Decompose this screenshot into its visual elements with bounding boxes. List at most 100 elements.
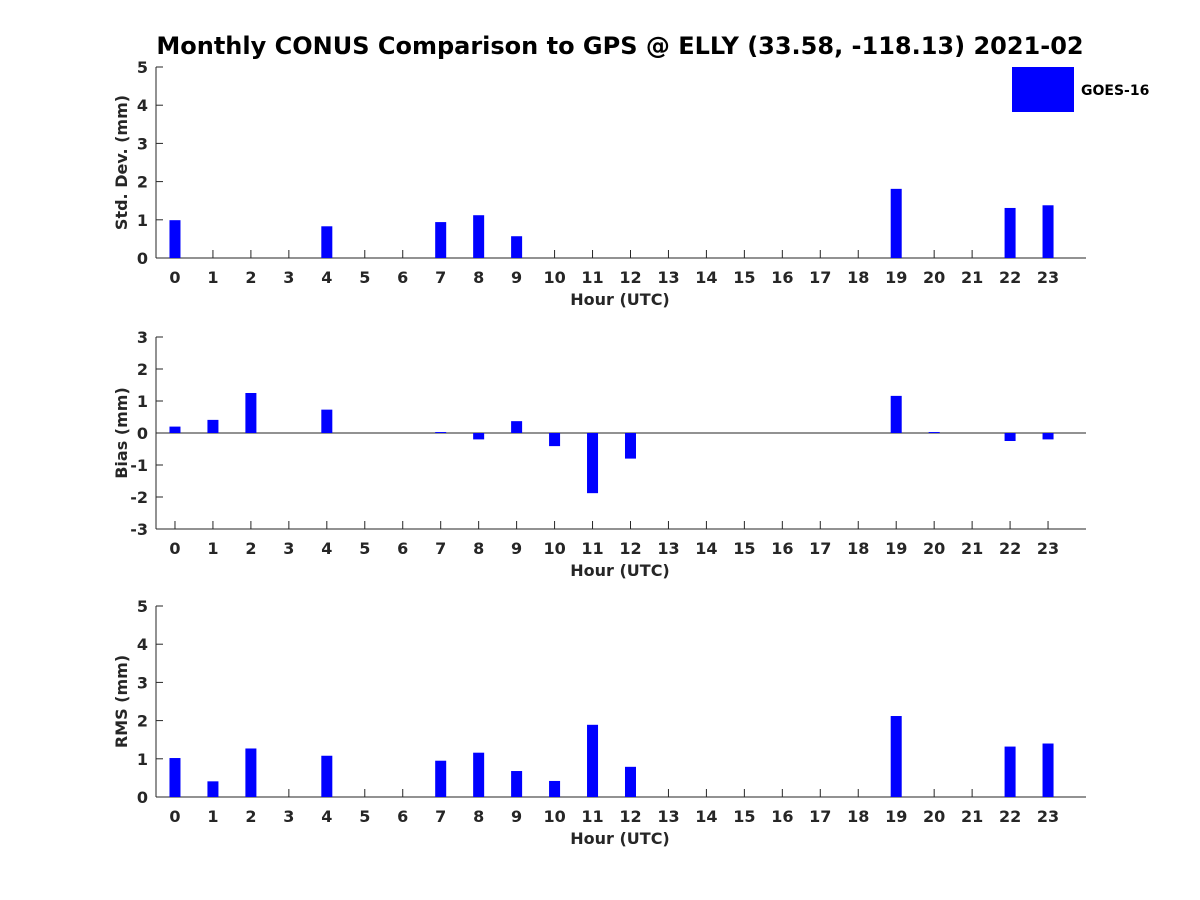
x-tick-label: 19 xyxy=(885,539,907,558)
bar-rms-hour-7 xyxy=(435,760,447,797)
x-tick-label: 0 xyxy=(169,807,180,826)
x-tick-label: 10 xyxy=(543,807,565,826)
x-tick-label: 7 xyxy=(435,539,446,558)
bar-bias-hour-22 xyxy=(1004,433,1016,441)
bar-rms-hour-19 xyxy=(890,716,902,797)
bar-std-dev-hour-19 xyxy=(890,188,902,258)
bar-bias-hour-19 xyxy=(890,395,902,433)
bar-std-dev-hour-8 xyxy=(473,215,485,258)
x-tick-label: 7 xyxy=(435,807,446,826)
x-tick-label: 13 xyxy=(657,268,679,287)
y-tick-label: 0 xyxy=(137,424,148,443)
y-tick-label: 5 xyxy=(137,58,148,77)
bar-rms-hour-9 xyxy=(511,771,523,797)
x-tick-label: 22 xyxy=(999,807,1021,826)
legend-label-goes-16: GOES-16 xyxy=(1081,83,1149,99)
x-tick-label: 14 xyxy=(695,807,717,826)
chart-title: Monthly CONUS Comparison to GPS @ ELLY (… xyxy=(156,32,1083,60)
x-tick-label: 1 xyxy=(207,807,218,826)
x-tick-label: 5 xyxy=(359,807,370,826)
x-tick-label: 13 xyxy=(657,807,679,826)
x-tick-label: 6 xyxy=(397,268,408,287)
y-tick-label: 2 xyxy=(137,712,148,731)
x-tick-label: 20 xyxy=(923,268,945,287)
bar-rms-hour-12 xyxy=(624,766,636,797)
x-tick-label: 9 xyxy=(511,807,522,826)
x-tick-label: 2 xyxy=(245,539,256,558)
bar-bias-hour-10 xyxy=(549,433,561,447)
y-axis-label: Std. Dev. (mm) xyxy=(112,95,131,230)
x-tick-label: 21 xyxy=(961,539,983,558)
bar-bias-hour-7 xyxy=(435,432,447,433)
x-tick-label: 3 xyxy=(283,807,294,826)
x-tick-label: 6 xyxy=(397,807,408,826)
y-tick-label: 3 xyxy=(137,673,148,692)
bar-std-dev-hour-0 xyxy=(169,220,181,258)
x-tick-label: 5 xyxy=(359,268,370,287)
x-tick-label: 2 xyxy=(245,807,256,826)
x-tick-label: 8 xyxy=(473,268,484,287)
x-tick-label: 16 xyxy=(771,539,793,558)
bar-bias-hour-1 xyxy=(207,419,219,433)
x-tick-label: 7 xyxy=(435,268,446,287)
bar-bias-hour-8 xyxy=(473,433,485,440)
bar-bias-hour-12 xyxy=(624,433,636,459)
y-tick-label: 1 xyxy=(137,211,148,230)
bar-bias-hour-9 xyxy=(511,421,523,433)
y-tick-label: 0 xyxy=(137,788,148,807)
bar-std-dev-hour-7 xyxy=(435,222,447,258)
x-tick-label: 11 xyxy=(581,268,603,287)
x-tick-label: 12 xyxy=(619,807,641,826)
bar-rms-hour-4 xyxy=(321,755,333,797)
x-tick-label: 20 xyxy=(923,539,945,558)
bar-bias-hour-4 xyxy=(321,409,333,433)
bar-rms-hour-8 xyxy=(473,752,485,797)
y-tick-label: 4 xyxy=(137,635,148,654)
y-tick-label: 3 xyxy=(137,328,148,347)
x-tick-label: 23 xyxy=(1037,268,1059,287)
x-tick-label: 3 xyxy=(283,268,294,287)
bar-rms-hour-22 xyxy=(1004,746,1016,797)
x-tick-label: 0 xyxy=(169,539,180,558)
y-tick-label: -3 xyxy=(130,520,148,539)
x-tick-label: 6 xyxy=(397,539,408,558)
x-tick-label: 15 xyxy=(733,807,755,826)
x-axis-label: Hour (UTC) xyxy=(570,561,670,580)
y-tick-label: 0 xyxy=(137,249,148,268)
x-tick-label: 10 xyxy=(543,268,565,287)
x-tick-label: 5 xyxy=(359,539,370,558)
x-tick-label: 14 xyxy=(695,268,717,287)
y-axis-label: RMS (mm) xyxy=(112,655,131,748)
bar-bias-hour-0 xyxy=(169,426,181,433)
x-tick-label: 17 xyxy=(809,268,831,287)
x-tick-label: 12 xyxy=(619,268,641,287)
legend: GOES-16 xyxy=(1012,67,1149,112)
legend-swatch-goes-16 xyxy=(1012,67,1074,112)
y-tick-label: 1 xyxy=(137,750,148,769)
x-tick-label: 8 xyxy=(473,539,484,558)
y-tick-label: 5 xyxy=(137,597,148,616)
x-tick-label: 12 xyxy=(619,539,641,558)
x-tick-label: 11 xyxy=(581,807,603,826)
x-tick-label: 15 xyxy=(733,539,755,558)
x-tick-label: 18 xyxy=(847,268,869,287)
x-tick-label: 2 xyxy=(245,268,256,287)
x-tick-label: 20 xyxy=(923,807,945,826)
x-tick-label: 9 xyxy=(511,268,522,287)
x-tick-label: 4 xyxy=(321,268,332,287)
x-tick-label: 0 xyxy=(169,268,180,287)
bar-rms-hour-0 xyxy=(169,758,181,797)
x-tick-label: 14 xyxy=(695,539,717,558)
y-tick-label: -1 xyxy=(130,456,148,475)
x-tick-label: 10 xyxy=(543,539,565,558)
bar-bias-hour-2 xyxy=(245,393,257,433)
bar-bias-hour-11 xyxy=(587,433,599,494)
x-tick-label: 19 xyxy=(885,807,907,826)
x-tick-label: 21 xyxy=(961,268,983,287)
x-tick-label: 16 xyxy=(771,268,793,287)
x-tick-label: 1 xyxy=(207,539,218,558)
y-tick-label: 4 xyxy=(137,96,148,115)
